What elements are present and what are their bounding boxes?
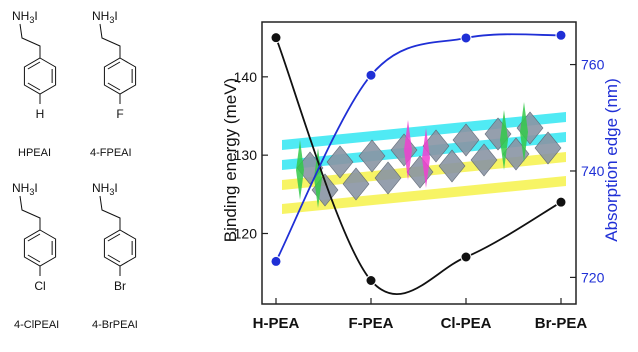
substituent-atom: F: [116, 107, 123, 121]
data-point-left: [365, 275, 377, 286]
amine-label: NH3I: [92, 181, 118, 197]
organic-spacer: [404, 120, 412, 180]
double-bond: [107, 61, 121, 70]
octahedron: [438, 149, 466, 183]
substituent-atom: Br: [114, 279, 126, 293]
organic-spacer: [500, 110, 508, 170]
substituent-atom: H: [36, 107, 45, 121]
substituent-atom: Cl: [34, 279, 45, 293]
ethyl-chain: [19, 23, 41, 58]
amine-label: NH3I: [92, 9, 118, 25]
inorganic-layer: [282, 176, 566, 214]
octahedron: [534, 131, 562, 165]
molecule-name: 4-FPEAI: [90, 147, 132, 159]
benzene-ring: [23, 57, 57, 95]
left-tick-label: 140: [234, 69, 258, 85]
molecule-cl: NH3I Cl 4-ClPEAI: [12, 181, 59, 331]
organic-spacer: [314, 148, 322, 208]
double-bond: [27, 254, 41, 263]
molecule-h: NH3I H HPEAI: [12, 9, 57, 159]
data-point-left: [555, 196, 567, 208]
organic-spacer: [296, 140, 304, 200]
octahedron: [374, 161, 402, 195]
x-tick-label: Br-PEA: [535, 315, 588, 332]
organic-spacer: [422, 128, 430, 188]
organic-spacer: [520, 102, 528, 162]
double-bond: [107, 254, 121, 263]
x-tick-label: Cl-PEA: [441, 315, 492, 332]
left-tick-label: 130: [234, 147, 258, 163]
series-line-left: [275, 37, 562, 295]
x-tick-label: H-PEA: [253, 315, 300, 332]
data-point-right: [460, 32, 472, 44]
data-point-left: [270, 32, 282, 44]
double-bond: [27, 233, 41, 242]
double-bond: [27, 61, 41, 70]
series-line-right: [275, 33, 562, 262]
left-tick-label: 120: [234, 226, 258, 242]
double-bond: [27, 82, 41, 91]
octahedron: [326, 145, 354, 179]
series-markers: [270, 29, 567, 286]
ethyl-chain: [99, 23, 121, 58]
double-bond: [107, 233, 121, 242]
molecule-structures: NH3IHHPEAINH3IF4-FPEAINH3ICl4-ClPEAINH3I…: [12, 9, 138, 331]
octahedron: [452, 123, 480, 157]
benzene-ring: [103, 57, 137, 95]
right-axis-ticks: 720 740 760: [570, 57, 605, 285]
molecule-name: 4-ClPEAI: [14, 319, 59, 331]
left-axis-ticks: 120 130 140: [234, 69, 268, 242]
octahedron: [470, 143, 498, 177]
ethyl-chain: [19, 195, 41, 230]
right-tick-label: 720: [581, 269, 605, 285]
data-point-right: [270, 255, 282, 267]
double-bond: [107, 82, 121, 91]
right-tick-label: 760: [581, 57, 605, 73]
plot-frame: [261, 21, 577, 305]
left-axis-title: Binding energy (meV): [221, 78, 240, 242]
ethyl-chain: [99, 195, 121, 230]
octahedron: [358, 139, 386, 173]
benzene-ring: [103, 229, 137, 267]
perovskite-structure-inset: [282, 102, 566, 214]
molecule-name: HPEAI: [18, 147, 51, 159]
right-axis-title: Absorption edge (nm): [602, 78, 621, 241]
x-tick-label: F-PEA: [349, 315, 394, 332]
molecule-br: NH3I Br 4-BrPEAI: [92, 181, 138, 331]
data-point-right: [555, 29, 567, 41]
right-tick-label: 740: [581, 163, 605, 179]
data-point-right: [365, 69, 377, 81]
binding-energy-chart: 120 130 140 720 740 760 H-PEA F-PEA Cl-PEA Br-P…: [221, 21, 621, 332]
data-point-left: [460, 251, 472, 263]
benzene-ring: [23, 229, 57, 267]
series-curves: [275, 33, 562, 295]
x-axis-categories: H-PEA F-PEA Cl-PEA Br-PEA: [253, 298, 588, 332]
molecule-f: NH3I F 4-FPEAI: [90, 9, 137, 159]
amine-label: NH3I: [12, 9, 38, 25]
amine-label: NH3I: [12, 181, 38, 197]
molecule-name: 4-BrPEAI: [92, 319, 138, 331]
octahedron: [342, 167, 370, 201]
